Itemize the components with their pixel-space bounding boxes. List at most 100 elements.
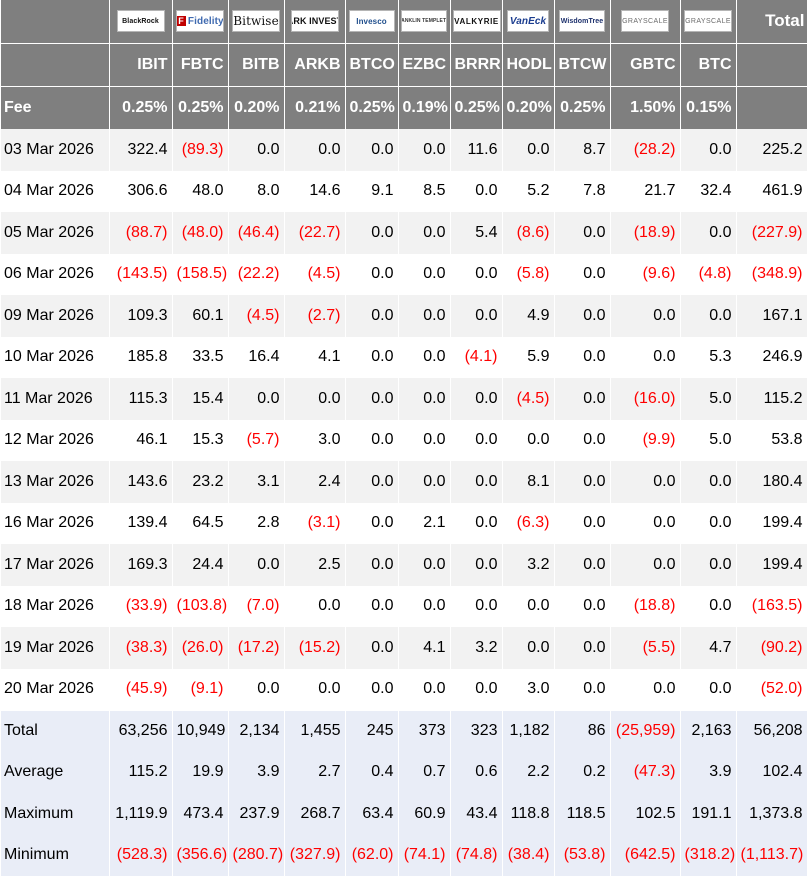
logo-text: ARK INVEST — [292, 16, 338, 27]
fee-cell: 0.25% — [109, 85, 173, 129]
summary-cell: 63.4 — [345, 793, 399, 835]
ticker-row: IBIT FBTC BITB ARKB BTCO EZBC BRRR HODL BTCW GBTC… — [1, 42, 808, 86]
ticker-header-blank — [736, 42, 808, 86]
table-row: 05 Mar 2026 (88.7) (48.0) (46.4) (22.7) 0.0 0.… — [1, 212, 808, 254]
fee-cell: 0.15% — [680, 85, 737, 129]
flow-cell: 64.5 — [172, 502, 229, 544]
flow-cell: 0.0 — [502, 419, 555, 461]
issuer-logo-cell: GRAYSCALE — [680, 0, 737, 43]
summary-cell: 19.9 — [172, 751, 229, 793]
total-column-header: Total — [736, 0, 808, 43]
flow-cell: 16.4 — [228, 336, 285, 378]
flow-cell: (18.9) — [610, 212, 681, 254]
flow-cell: (22.2) — [228, 253, 285, 295]
vaneck-logo: VanEck — [507, 10, 549, 33]
flow-cell: (33.9) — [109, 585, 173, 627]
flow-cell: (5.7) — [228, 419, 285, 461]
flow-cell: 0.0 — [610, 668, 681, 710]
table-row: 20 Mar 2026 (45.9) (9.1) 0.0 0.0 0.0 0.0 0.0 3.0… — [1, 668, 808, 710]
ticker-header: GBTC — [610, 42, 681, 86]
fee-cell: 0.25% — [345, 85, 399, 129]
ticker-header: BITB — [228, 42, 285, 86]
corner-cell — [1, 42, 110, 86]
flow-cell: 8.5 — [398, 170, 451, 212]
flow-cell: 0.0 — [610, 461, 681, 503]
flow-cell: 0.0 — [345, 585, 399, 627]
issuer-logo-cell: Bitwise — [228, 0, 285, 43]
flow-cell: 139.4 — [109, 502, 173, 544]
flow-cell: (4.5) — [284, 253, 346, 295]
flow-cell: 0.0 — [680, 461, 737, 503]
flow-cell: 0.0 — [610, 544, 681, 586]
flow-cell: 0.0 — [345, 378, 399, 420]
flow-cell: (17.2) — [228, 627, 285, 669]
flow-cell: 2.4 — [284, 461, 346, 503]
corner-cell — [1, 0, 110, 43]
summary-label: Total — [1, 709, 110, 752]
row-total-cell: (348.9) — [736, 253, 808, 295]
summary-cell: 1,182 — [502, 709, 555, 752]
flow-cell: 0.0 — [554, 295, 611, 337]
flow-cell: 0.0 — [228, 129, 285, 171]
flow-cell: 0.0 — [680, 585, 737, 627]
summary-cell: (53.8) — [554, 834, 611, 876]
table-row: 17 Mar 2026 169.3 24.4 0.0 2.5 0.0 0.0 0.0 3.2 0.… — [1, 544, 808, 586]
summary-label: Average — [1, 751, 110, 793]
flow-cell: (88.7) — [109, 212, 173, 254]
flow-cell: 0.0 — [610, 295, 681, 337]
flow-cell: 0.0 — [554, 336, 611, 378]
ticker-header: BTC — [680, 42, 737, 86]
flow-cell: (5.8) — [502, 253, 555, 295]
summary-cell: 115.2 — [109, 751, 173, 793]
summary-cell: (280.7) — [228, 834, 285, 876]
flow-cell: 4.7 — [680, 627, 737, 669]
flow-cell: (4.1) — [450, 336, 503, 378]
fee-label: Fee — [1, 85, 110, 129]
flow-cell: 15.3 — [172, 419, 229, 461]
fee-cell: 0.20% — [502, 85, 555, 129]
flow-cell: 0.0 — [228, 378, 285, 420]
table-row: 03 Mar 2026 322.4 (89.3) 0.0 0.0 0.0 0.0 11.6 0.… — [1, 129, 808, 171]
flow-cell: (3.1) — [284, 502, 346, 544]
fee-cell: 0.19% — [398, 85, 451, 129]
ticker-header: BTCW — [554, 42, 611, 86]
issuer-logo-cell: VanEck — [502, 0, 555, 43]
date-cell: 19 Mar 2026 — [1, 627, 110, 669]
summary-cell: 2.2 — [502, 751, 555, 793]
issuer-logo-cell: F Fidelity — [172, 0, 229, 43]
summary-cell: (528.3) — [109, 834, 173, 876]
date-cell: 10 Mar 2026 — [1, 336, 110, 378]
flow-cell: 0.0 — [345, 419, 399, 461]
flow-cell: 3.2 — [502, 544, 555, 586]
table-row: 13 Mar 2026 143.6 23.2 3.1 2.4 0.0 0.0 0.0 8.1 0.… — [1, 461, 808, 503]
flow-cell: 0.0 — [680, 668, 737, 710]
row-total-cell: (90.2) — [736, 627, 808, 669]
flow-cell: (8.6) — [502, 212, 555, 254]
date-cell: 13 Mar 2026 — [1, 461, 110, 503]
summary-cell: (62.0) — [345, 834, 399, 876]
ark-logo: ARK INVEST — [290, 10, 339, 33]
table-row: 10 Mar 2026 185.8 33.5 16.4 4.1 0.0 0.0 (4.1) 5.… — [1, 336, 808, 378]
flow-cell: (89.3) — [172, 129, 229, 171]
flow-cell: 3.2 — [450, 627, 503, 669]
flow-cell: 0.0 — [450, 461, 503, 503]
issuer-logo-cell: FRANKLIN TEMPLETON — [398, 0, 451, 43]
date-cell: 17 Mar 2026 — [1, 544, 110, 586]
flow-cell: 0.0 — [284, 668, 346, 710]
summary-row: Average 115.2 19.9 3.9 2.7 0.4 0.7 0.6 2.2 0.2 (47… — [1, 751, 808, 793]
flow-cell: 24.4 — [172, 544, 229, 586]
flow-cell: 0.0 — [450, 378, 503, 420]
flow-cell: 5.4 — [450, 212, 503, 254]
wisdomtree-logo: WisdomTree — [559, 10, 605, 33]
flow-cell: 14.6 — [284, 170, 346, 212]
flow-cell: (2.7) — [284, 295, 346, 337]
flow-cell: (38.3) — [109, 627, 173, 669]
ticker-header: HODL — [502, 42, 555, 86]
flow-cell: 21.7 — [610, 170, 681, 212]
flow-cell: 0.0 — [345, 461, 399, 503]
flow-cell: (15.2) — [284, 627, 346, 669]
summary-row: Total 63,256 10,949 2,134 1,455 245 373 323 1,18… — [1, 709, 808, 752]
flow-cell: (103.8) — [172, 585, 229, 627]
table-row: 12 Mar 2026 46.1 15.3 (5.7) 3.0 0.0 0.0 0.0 0.0 0… — [1, 419, 808, 461]
